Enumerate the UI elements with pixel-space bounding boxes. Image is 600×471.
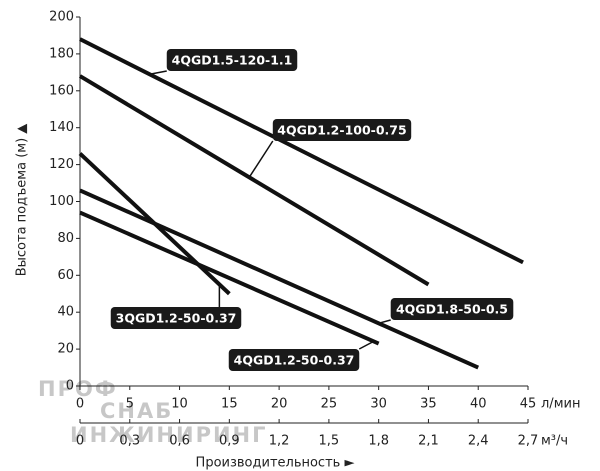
x-tick-label: 35 — [420, 397, 437, 412]
series-label: 4QGD1.8-50-0.5 — [396, 302, 508, 317]
watermark: СНАБ — [100, 399, 173, 423]
label-pointer — [149, 70, 167, 75]
series-line — [78, 74, 430, 287]
series-label: 4QGD1.2-50-0.37 — [234, 353, 355, 368]
x2-tick-label: 1,5 — [319, 434, 340, 449]
x2-tick-label: 2,4 — [468, 434, 489, 449]
series-line — [79, 37, 524, 265]
series-label: 4QGD1.5-120-1.1 — [172, 53, 293, 68]
x2-tick-label: 0,6 — [169, 434, 190, 449]
x2-tick-label: 2,1 — [418, 434, 439, 449]
watermark: ИНЖИНИРИНГ — [70, 423, 268, 447]
x-tick-label: 10 — [171, 397, 188, 412]
label-pointer — [358, 340, 375, 350]
label-pointer — [378, 319, 391, 324]
y-tick-label: 40 — [57, 305, 74, 320]
label-box — [228, 349, 360, 371]
label-box — [390, 298, 514, 320]
series-label: 4QGD1.2-100-0.75 — [277, 123, 406, 138]
x-tick-label: 40 — [470, 397, 487, 412]
y-tick-label: 100 — [49, 194, 74, 209]
series-line — [79, 188, 480, 370]
x2-tick-label: 0,9 — [219, 434, 240, 449]
x-axis-label: Производительность ► — [196, 456, 355, 471]
x-unit: л/мин — [541, 397, 580, 412]
y-tick-label: 80 — [57, 231, 74, 246]
x-tick-label: 30 — [370, 397, 387, 412]
y-tick-label: 0 — [66, 379, 74, 394]
x-tick-label: 0 — [76, 397, 84, 412]
x2-unit: м³/ч — [541, 434, 568, 449]
y-tick-label: 140 — [49, 120, 74, 135]
x2-tick-label: 2,7 — [518, 434, 539, 449]
y-tick-label: 60 — [57, 268, 74, 283]
label-pointer — [248, 140, 274, 178]
y-axis-label: Высота подъема (м) ▲ — [15, 124, 30, 277]
x2-tick-label: 1,8 — [368, 434, 389, 449]
x2-tick-label: 0 — [76, 434, 84, 449]
series-label: 3QGD1.2-50-0.37 — [116, 311, 237, 326]
x2-tick-label: 0,3 — [119, 434, 140, 449]
x2-tick-label: 1,2 — [269, 434, 290, 449]
x-tick-label: 25 — [321, 397, 338, 412]
y-tick-label: 180 — [49, 46, 74, 61]
label-box — [272, 119, 412, 141]
x-tick-label: 5 — [126, 397, 134, 412]
y-tick-label: 200 — [49, 10, 74, 25]
label-box — [166, 49, 298, 71]
x-tick-label: 20 — [271, 397, 288, 412]
x-tick-label: 15 — [221, 397, 238, 412]
y-tick-label: 20 — [57, 342, 74, 357]
y-tick-label: 160 — [49, 83, 74, 98]
label-box — [110, 307, 242, 329]
x-tick-label: 45 — [520, 397, 537, 412]
y-tick-label: 120 — [49, 157, 74, 172]
series-line — [79, 210, 380, 346]
watermark: ПРОФ — [38, 377, 118, 401]
